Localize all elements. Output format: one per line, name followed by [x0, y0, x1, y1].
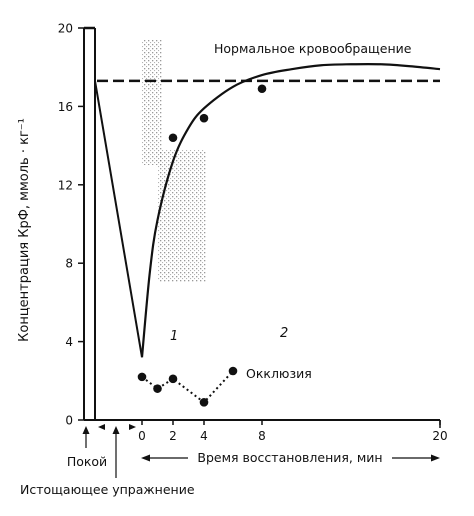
region-label-1: 1: [170, 329, 178, 344]
x-axis-ticks: 0 2 4 8 20: [138, 420, 448, 443]
y-tick-label: 16: [58, 100, 73, 114]
region-label-2: 2: [280, 326, 288, 341]
recovery-arrowhead-right: [431, 454, 440, 462]
normal-circulation-curve: [140, 62, 441, 358]
y-tick-label: 12: [58, 178, 73, 192]
normal-circulation-point: [199, 113, 209, 123]
shaded-region-upper: [142, 40, 162, 165]
y-tick-label: 8: [65, 257, 73, 271]
axis-arrow-left: [98, 424, 105, 430]
y-tick-label: 4: [65, 335, 73, 349]
chart-marks: [84, 26, 441, 420]
x-tick-label: 4: [200, 429, 208, 443]
exercise-marker-arrowhead: [112, 426, 120, 434]
occlusion-label: Окклюзия: [246, 366, 312, 381]
occlusion-point: [168, 374, 178, 384]
x-tick-label: 8: [258, 429, 266, 443]
y-axis-ticks: 0 4 8 12 16 20: [58, 22, 84, 428]
normal-circulation-point: [168, 133, 178, 143]
occlusion-dotted-line: [141, 370, 234, 404]
y-tick-label: 20: [58, 22, 73, 36]
occlusion-point: [153, 384, 162, 393]
normal-circulation-point: [257, 84, 267, 94]
x-axis-label: Время восстановления, мин: [197, 450, 382, 465]
recovery-arrowhead-left: [141, 454, 150, 462]
rest-label: Покой: [67, 454, 107, 469]
shaded-region-lower: [158, 150, 206, 282]
exercise-depletion-line: [94, 80, 143, 358]
rest-marker-arrowhead: [82, 426, 90, 434]
occlusion-point: [228, 366, 238, 376]
axis-arrow-right: [129, 424, 136, 430]
occlusion-point: [199, 398, 209, 407]
x-tick-label: 20: [432, 429, 447, 443]
x-tick-label: 0: [138, 429, 146, 443]
normal-circulation-label: Нормальное кровообращение: [214, 41, 412, 56]
exercise-label: Истощающее упражнение: [20, 482, 195, 497]
x-tick-label: 2: [169, 429, 177, 443]
y-tick-label: 0: [65, 414, 73, 428]
occlusion-point: [137, 372, 147, 382]
y-axis-label: Концентрация КрФ, ммоль · кг⁻¹: [17, 118, 32, 342]
